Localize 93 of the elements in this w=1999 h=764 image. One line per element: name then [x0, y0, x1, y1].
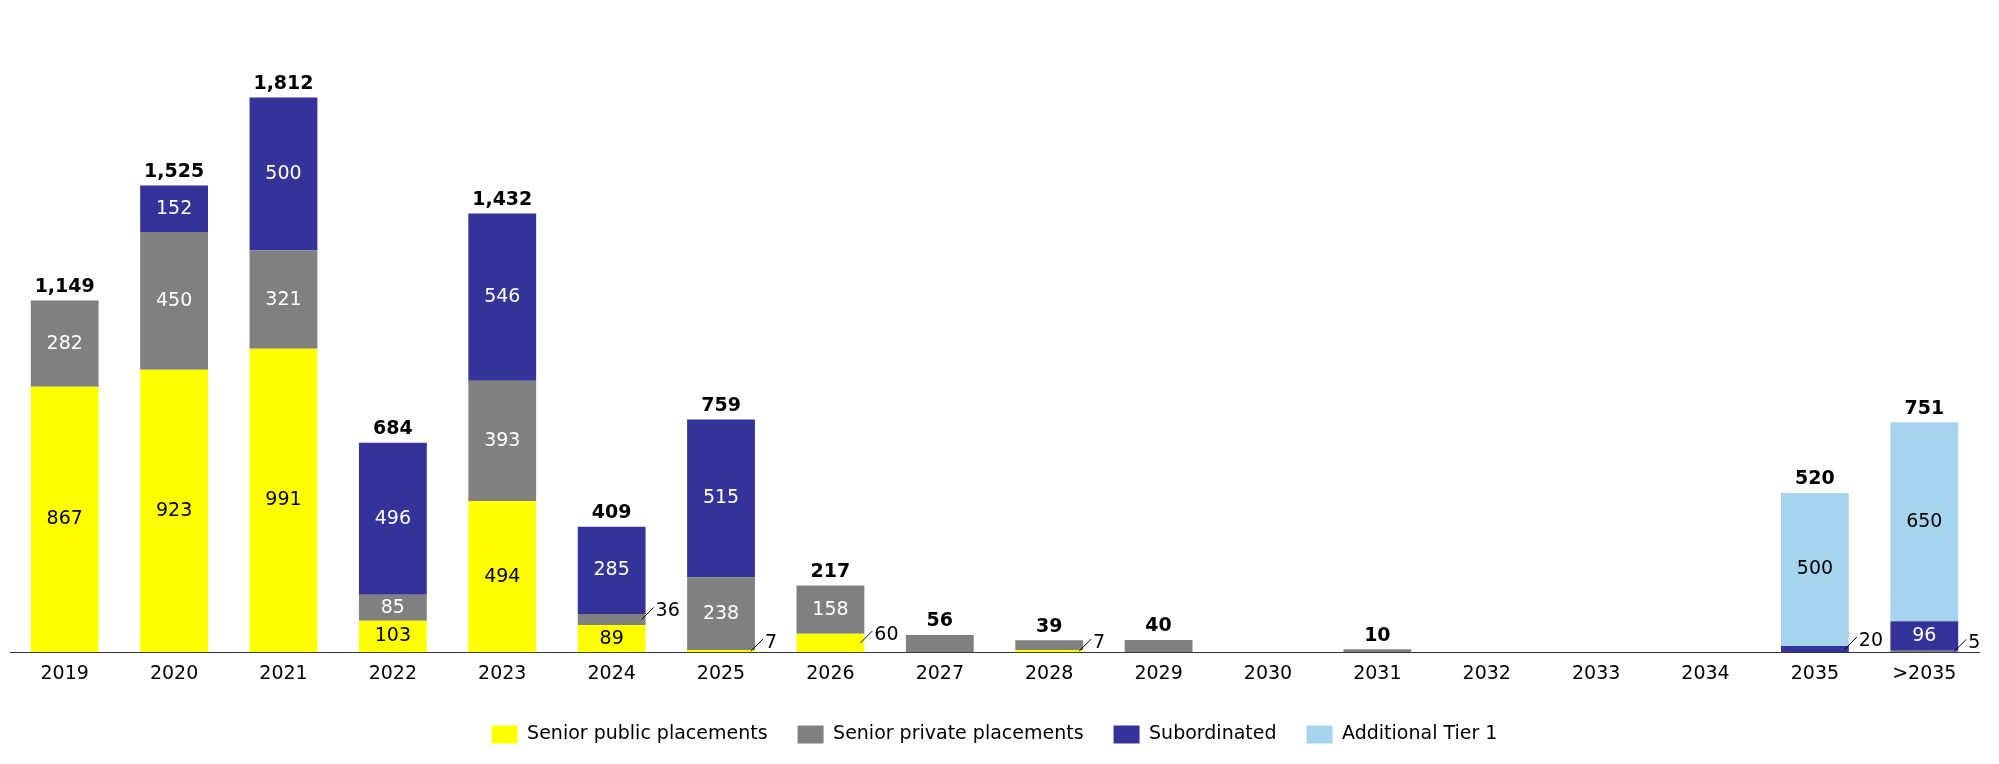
bar [1890, 422, 1959, 622]
data-label: 496 [374, 505, 411, 528]
total-label: 684 [373, 416, 413, 439]
data-label: 5 [1968, 630, 1981, 653]
x-tick-label: 2022 [368, 660, 418, 683]
bar [140, 231, 208, 370]
bar [468, 213, 537, 381]
total-label: 520 [1795, 466, 1835, 489]
data-label: 36 [655, 598, 680, 621]
x-tick-label: 2035 [1790, 660, 1840, 683]
data-label: 103 [374, 623, 411, 646]
data-label: 60 [874, 621, 899, 644]
x-tick-label: 2031 [1353, 660, 1402, 683]
bar [687, 650, 755, 653]
legend-label: Subordinated [1149, 721, 1277, 744]
x-tick-label: 2027 [915, 660, 964, 683]
data-label: 89 [599, 625, 624, 648]
data-label: 546 [484, 284, 521, 307]
x-tick-label: 2033 [1571, 660, 1621, 683]
data-label: 867 [46, 506, 83, 529]
total-label: 1,525 [144, 158, 205, 181]
x-tick-label: 2023 [478, 660, 527, 683]
data-label: 85 [380, 594, 405, 617]
x-tick-label: 2026 [806, 660, 855, 683]
bar [1015, 640, 1084, 651]
x-tick-label: 2024 [587, 660, 636, 683]
bar [577, 526, 646, 614]
total-label: 1,149 [34, 273, 95, 296]
x-tick-label: 2021 [259, 660, 308, 683]
data-label: 393 [484, 427, 521, 450]
total-label: 759 [701, 393, 741, 415]
bar [1015, 650, 1084, 653]
bar [249, 97, 318, 251]
bar [577, 613, 646, 625]
data-label: 152 [155, 195, 193, 218]
data-label: 285 [593, 557, 630, 580]
bar [905, 635, 974, 653]
bar [1343, 649, 1412, 653]
bar [30, 386, 99, 653]
x-tick-label: 2028 [1025, 660, 1074, 683]
data-label: 450 [155, 287, 193, 310]
x-tick-label: 2034 [1681, 660, 1730, 683]
legend-label: Senior private placements [833, 721, 1084, 744]
total-label: 409 [591, 500, 632, 523]
bar [796, 633, 865, 653]
bar [796, 585, 865, 634]
total-label: 39 [1035, 613, 1063, 636]
x-tick-label: 2030 [1243, 660, 1293, 683]
total-label: 40 [1145, 613, 1172, 636]
x-tick-label: >2035 [1892, 660, 1957, 683]
total-label: 10 [1364, 622, 1391, 645]
data-label: 991 [265, 487, 302, 510]
bar [1890, 621, 1959, 651]
bar [358, 442, 427, 595]
x-tick-label: 2020 [149, 660, 199, 683]
bar [1781, 493, 1849, 647]
data-label: 494 [484, 563, 521, 586]
data-label: 321 [265, 286, 302, 309]
data-label: 500 [265, 161, 302, 184]
data-label: 238 [702, 600, 740, 623]
data-label: 650 [1906, 508, 1943, 531]
data-label: 158 [812, 596, 849, 619]
bar [1781, 646, 1849, 653]
data-label: 96 [1912, 622, 1937, 645]
x-tick-label: 2032 [1462, 660, 1511, 683]
total-label: 751 [1904, 395, 1945, 418]
total-label: 217 [810, 558, 851, 581]
data-label: 923 [155, 497, 193, 520]
bar [140, 185, 208, 232]
bar [687, 419, 755, 578]
x-tick-label: 2019 [40, 660, 89, 683]
legend-label: Additional Tier 1 [1342, 721, 1498, 744]
bar [687, 577, 755, 651]
data-label: 7 [1093, 630, 1106, 653]
legend-label: Senior public placements [527, 721, 768, 744]
total-label: 56 [926, 608, 954, 631]
data-label: 500 [1796, 556, 1834, 579]
bar [468, 380, 537, 501]
data-label: 515 [702, 485, 740, 508]
bar [30, 300, 99, 387]
bar [1124, 639, 1193, 653]
bar [249, 348, 318, 653]
bar [249, 250, 318, 349]
x-tick-label: 2025 [696, 660, 746, 683]
total-label: 1,812 [253, 70, 314, 93]
total-label: 1,432 [472, 187, 533, 209]
data-label: 7 [764, 630, 778, 653]
data-label: 20 [1858, 628, 1884, 651]
x-tick-label: 2029 [1134, 660, 1183, 683]
bar [358, 594, 427, 621]
bar [468, 500, 537, 653]
data-label: 282 [46, 330, 83, 353]
bar [140, 369, 208, 653]
